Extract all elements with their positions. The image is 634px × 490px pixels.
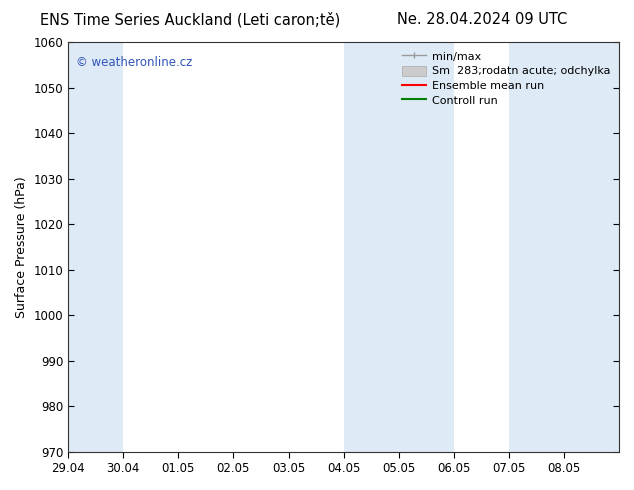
Bar [68, 42, 123, 452]
Text: ENS Time Series Auckland (Leti caron;tě): ENS Time Series Auckland (Leti caron;tě) [40, 12, 340, 28]
Bar [509, 42, 619, 452]
Y-axis label: Surface Pressure (hPa): Surface Pressure (hPa) [15, 176, 28, 318]
Bar [344, 42, 454, 452]
Text: © weatheronline.cz: © weatheronline.cz [77, 56, 193, 70]
Text: Ne. 28.04.2024 09 UTC: Ne. 28.04.2024 09 UTC [397, 12, 567, 27]
Legend: min/max, Sm  283;rodatn acute; odchylka, Ensemble mean run, Controll run: min/max, Sm 283;rodatn acute; odchylka, … [398, 48, 614, 109]
